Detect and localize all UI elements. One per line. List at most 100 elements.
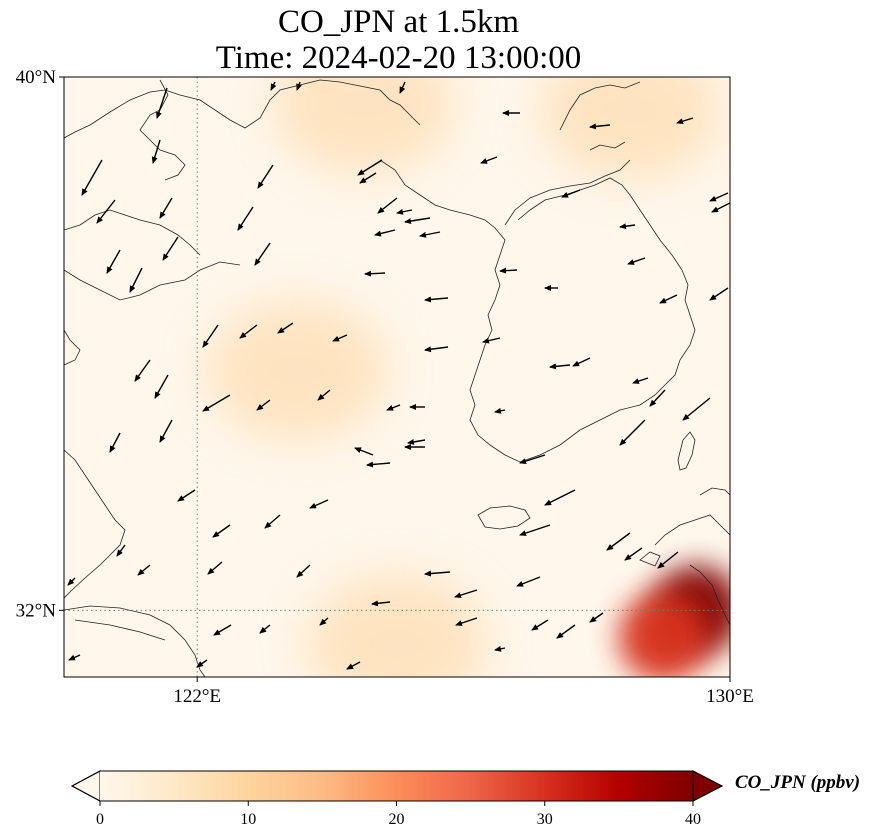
wind-arrow: [371, 600, 391, 607]
wind-arrow: [386, 404, 401, 411]
concentration-field: [206, 77, 730, 677]
wind-arrow: [624, 547, 643, 561]
colorbar: 0 10 20 30 40 CO_JPN (ppbv): [70, 770, 860, 828]
wind-arrow: [346, 661, 361, 670]
wind-arrow: [68, 654, 81, 661]
wind-arrow: [237, 206, 254, 231]
wind-arrow: [494, 645, 506, 652]
wind-arrow: [556, 624, 576, 639]
map-frame: [63, 76, 731, 678]
wind-arrow: [357, 159, 383, 176]
wind-arrow: [649, 389, 666, 407]
wind-arrow: [309, 499, 329, 509]
wind-arrow: [239, 324, 258, 339]
wind-arrow: [106, 249, 121, 274]
wind-arrow: [399, 81, 406, 94]
wind-arrow: [259, 624, 271, 634]
colorbar-tick-label: 20: [389, 811, 405, 828]
colorbar-ticks: 0 10 20 30 40: [96, 801, 701, 828]
wind-arrow: [364, 270, 386, 277]
wind-arrow: [96, 199, 116, 224]
wind-arrow: [632, 377, 649, 384]
wind-arrow: [202, 324, 219, 348]
wind-arrow: [264, 514, 281, 529]
wind-arrow: [404, 217, 431, 225]
wind-arrow: [296, 81, 302, 91]
wind-vectors: [67, 81, 730, 670]
field-hotspot: [618, 592, 709, 677]
wind-arrow: [332, 334, 348, 342]
colorbar-bar: [100, 771, 693, 801]
wind-arrow: [296, 564, 311, 578]
wind-arrow: [256, 399, 271, 411]
wind-arrow: [116, 544, 126, 557]
wind-arrow: [202, 394, 231, 412]
gridlines: [64, 77, 730, 677]
wind-arrow: [177, 489, 196, 502]
wind-arrow: [129, 267, 143, 293]
wind-arrow: [516, 576, 541, 587]
wind-arrow: [396, 208, 413, 215]
wind-arrow: [109, 432, 121, 453]
wind-arrow: [159, 419, 173, 443]
colorbar-extend-max: [692, 770, 724, 802]
wind-arrow: [257, 164, 274, 189]
axis-ticks: 40°N 32°N 122°E 130°E: [16, 67, 754, 707]
wind-arrow: [374, 229, 396, 237]
lon-tick-label: 130°E: [706, 686, 754, 707]
wind-arrow: [407, 439, 426, 445]
wind-arrow: [359, 172, 377, 184]
wind-arrow: [455, 617, 478, 626]
wind-arrow: [494, 407, 506, 414]
wind-arrow: [254, 242, 271, 266]
wind-arrow: [366, 461, 391, 468]
wind-arrow: [196, 659, 208, 668]
wind-arrow: [657, 551, 679, 569]
wind-arrow: [572, 357, 591, 367]
wind-arrow: [619, 419, 646, 446]
wind-arrow: [354, 447, 374, 456]
wind-arrow: [589, 123, 611, 130]
wind-arrow: [134, 359, 151, 382]
coastlines: [64, 79, 730, 677]
wind-arrow: [627, 257, 646, 265]
wind-arrow: [270, 81, 277, 91]
wind-arrow: [606, 532, 631, 551]
wind-arrow: [544, 489, 576, 506]
wind-arrow: [81, 159, 103, 196]
wind-arrow: [531, 619, 549, 631]
map-title-line-1: CO_JPN at 1.5km: [277, 4, 520, 40]
field-hotspot: [306, 573, 488, 677]
map-panel: [64, 77, 730, 677]
wind-arrow: [519, 454, 546, 465]
wind-arrow: [682, 397, 711, 421]
wind-arrow: [561, 189, 581, 198]
wind-arrow: [156, 87, 168, 119]
wind-arrow: [154, 374, 169, 399]
field-hotspot: [206, 300, 389, 441]
wind-arrow: [207, 561, 223, 575]
lat-tick-label: 32°N: [16, 600, 57, 621]
colorbar-extend-min: [70, 770, 101, 802]
wind-arrow: [619, 223, 636, 230]
wind-arrow: [151, 139, 161, 164]
lon-tick-label: 122°E: [173, 686, 221, 707]
wind-arrow: [711, 202, 730, 213]
wind-arrow: [519, 524, 551, 536]
field-hotspot: [272, 77, 455, 174]
wind-arrow: [709, 192, 729, 202]
wind-arrow: [499, 267, 518, 274]
map-title-line-2: Time: 2024-02-20 13:00:00: [215, 40, 582, 76]
wind-arrow: [659, 294, 678, 304]
wind-arrow: [162, 236, 179, 261]
field-hotspot: [539, 77, 722, 181]
wind-arrow: [159, 197, 173, 219]
wind-arrow: [424, 570, 451, 577]
wind-arrow: [137, 564, 151, 576]
wind-arrow: [377, 197, 398, 214]
colorbar-tick-label: 30: [537, 811, 553, 828]
wind-arrow: [212, 524, 231, 538]
wind-arrow: [676, 117, 694, 125]
colorbar-tick-label: 10: [240, 811, 256, 828]
